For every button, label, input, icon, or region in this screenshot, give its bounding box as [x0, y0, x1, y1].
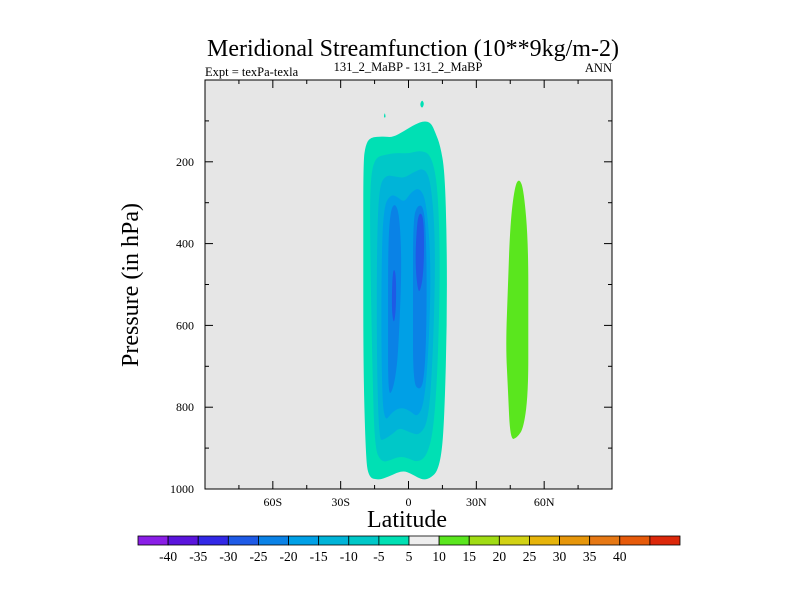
colorbar-swatch — [619, 535, 651, 546]
colorbar-label: 30 — [553, 549, 567, 564]
colorbar-label: -10 — [340, 549, 358, 564]
plot-area: 60S 30S 0 30N 60N 200 400 600 800 1000 — [170, 79, 613, 509]
colorbar-swatch — [408, 535, 440, 546]
colorbar-swatch — [589, 535, 621, 546]
colorbar-label: -15 — [310, 549, 328, 564]
colorbar-label: 35 — [583, 549, 597, 564]
colorbar-swatch — [288, 535, 320, 546]
x-tick-label: 0 — [406, 495, 412, 509]
y-tick-label: 200 — [176, 155, 194, 169]
colorbar-swatch — [258, 535, 289, 546]
colorbar-label: 20 — [493, 549, 507, 564]
y-tick-label: 400 — [176, 237, 194, 251]
y-tick-label: 800 — [176, 400, 194, 414]
colorbar-label: -20 — [280, 549, 298, 564]
colorbar-label: 5 — [406, 549, 413, 564]
contour-region-neg30-9 — [391, 270, 397, 322]
x-tick-label: 60S — [263, 495, 282, 509]
contour-regions — [363, 100, 529, 480]
chart-subtitle-center: 131_2_MaBP - 131_2_MaBP — [334, 60, 483, 74]
colorbar-swatch — [348, 535, 380, 546]
colorbar: -40 -35 -30 -25 -20 -15 -10 -5 5 10 15 20 25 30 35 40 — [137, 535, 681, 564]
colorbar-swatch — [137, 535, 169, 546]
contour-region-pos10-10 — [506, 180, 529, 439]
colorbar-swatch — [529, 535, 560, 546]
chart-subtitle-right: ANN — [585, 61, 612, 75]
chart-title: Meridional Streamfunction (10**9kg/m-2) — [207, 36, 619, 62]
colorbar-swatch — [197, 535, 229, 546]
colorbar-label: 10 — [432, 549, 446, 564]
x-tick-label: 30N — [466, 495, 487, 509]
contour-region-neg5-2 — [420, 100, 424, 108]
y-tick-label: 1000 — [170, 482, 194, 496]
x-axis-label: Latitude — [367, 507, 447, 533]
colorbar-swatch — [227, 535, 259, 546]
contour-region-neg30-8 — [415, 213, 425, 292]
x-tick-label: 30S — [331, 495, 350, 509]
colorbar-label: -25 — [249, 549, 267, 564]
chart-subtitle-left: Expt = texPa-texla — [205, 65, 299, 79]
colorbar-swatch — [498, 535, 530, 546]
colorbar-swatch — [378, 535, 410, 546]
y-tick-label: 600 — [176, 318, 194, 332]
colorbar-label: -35 — [189, 549, 207, 564]
colorbar-label: -30 — [219, 549, 237, 564]
colorbar-label: -40 — [159, 549, 177, 564]
colorbar-swatch — [468, 535, 500, 546]
colorbar-swatch — [167, 535, 199, 546]
colorbar-swatch — [318, 535, 350, 546]
colorbar-label: 15 — [462, 549, 476, 564]
colorbar-label: 25 — [523, 549, 537, 564]
y-axis-label: Pressure (in hPa) — [118, 203, 144, 367]
colorbar-label: -5 — [373, 549, 384, 564]
colorbar-swatch — [559, 535, 591, 546]
x-tick-label: 60N — [534, 495, 555, 509]
colorbar-swatch — [438, 535, 470, 546]
colorbar-swatch — [649, 535, 681, 546]
colorbar-label: 40 — [613, 549, 627, 564]
contour-region-neg5-1 — [384, 113, 386, 118]
